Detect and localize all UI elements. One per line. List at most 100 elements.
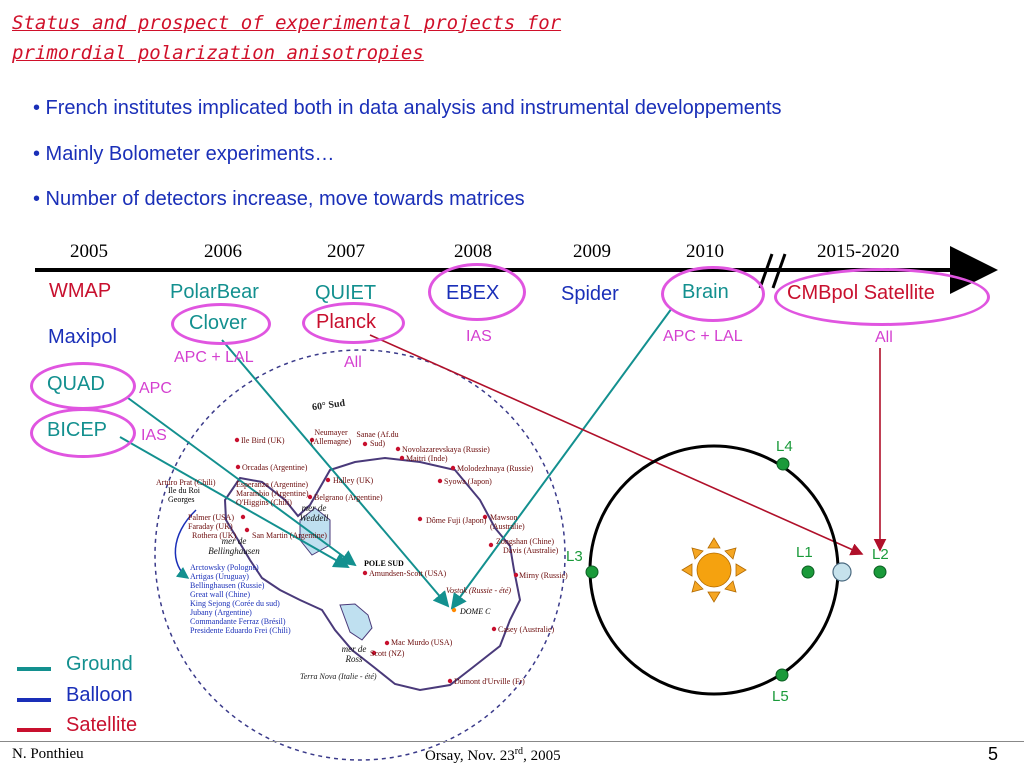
footer-author: N. Ponthieu <box>12 746 84 762</box>
legend-balloon-label: Balloon <box>66 684 133 706</box>
highlight-clover <box>171 303 271 345</box>
station-zongshan: Zongshan (Chine) <box>496 537 554 546</box>
station-terra-nova: Terra Nova (Italie - été) <box>300 672 377 681</box>
station-dome-fuji: Dôme Fuji (Japon) <box>426 516 487 525</box>
station-scott: Scott (NZ) <box>370 649 405 658</box>
bullet-1: • French institutes implicated both in d… <box>33 97 782 119</box>
station-faraday: Faraday (UK) <box>188 522 233 531</box>
year-2005: 2005 <box>70 241 108 262</box>
highlight-bicep <box>30 408 136 458</box>
station-molodezhnaya: Molodezhnaya (Russie) <box>457 464 534 473</box>
lagrange-orbit-diagram <box>585 444 887 696</box>
footer-date-pre: Orsay, Nov. 23 <box>425 748 515 764</box>
sun-icon <box>681 537 747 603</box>
station-neumayer: Neumayer (Allemagne) <box>310 428 352 446</box>
l1-point <box>801 565 815 579</box>
footer-divider <box>0 741 1024 742</box>
inst-cmbpol: All <box>875 329 893 346</box>
label-l5: L5 <box>772 688 789 705</box>
highlight-planck <box>302 302 405 344</box>
l4-point <box>776 457 790 471</box>
station-jubany: Jubany (Argentine) <box>190 608 252 617</box>
station-rothera: Rothera (UK) <box>192 531 237 540</box>
footer-place-date: Orsay, Nov. 23rd, 2005 <box>425 746 561 765</box>
slide-title: Status and prospect of experimental proj… <box>12 8 561 68</box>
inst-brain: APC + LAL <box>663 328 743 345</box>
legend-ground-swatch <box>17 667 51 671</box>
station-bellinghausen: Bellinghausen (Russie) <box>190 581 265 590</box>
label-bellingshausen: mer de Bellinghausen <box>208 536 260 556</box>
label-pole-sud: POLE SUD <box>364 559 404 568</box>
station-presidente-frei: Presidente Eduardo Frei (Chili) <box>190 626 291 635</box>
antarctica-map <box>154 349 566 761</box>
year-2007: 2007 <box>327 241 365 262</box>
timeline-axis <box>35 246 998 294</box>
station-novolazarevskaya: Novolazarevskaya (Russie) <box>402 445 490 454</box>
exp-quiet: QUIET <box>315 282 377 304</box>
inset-pointer <box>174 509 197 579</box>
ross-ice-shelf <box>339 603 373 641</box>
station-amundsen-scott: Amundsen-Scott (USA) <box>369 569 447 578</box>
station-mac-murdo: Mac Murdo (USA) <box>391 638 453 647</box>
station-sanae: Sanae (Af.du Sud) <box>356 430 399 448</box>
legend-satellite-swatch <box>17 728 51 732</box>
l5-point <box>775 668 789 682</box>
label-dome-c: DOME C <box>460 607 491 616</box>
year-2015-2020: 2015-2020 <box>817 241 900 262</box>
station-commandante-ferraz: Commandante Ferraz (Brésil) <box>190 617 286 626</box>
title-line-2: primordial polarization anisotropies <box>12 42 424 64</box>
station-mirny: Mirny (Russie) <box>519 571 568 580</box>
station-ohiggins: O'Higgins (Chili) <box>236 498 292 507</box>
station-vostok: Vostok (Russie - été) <box>446 586 512 595</box>
station-king-sejong: King Sejong (Corée du sud) <box>190 599 280 608</box>
highlight-quad <box>30 362 136 410</box>
highlight-brain <box>661 266 765 322</box>
l2-point <box>873 565 887 579</box>
station-maitri: Maitri (Inde) <box>406 454 448 463</box>
station-syowa: Syowa (Japon) <box>444 477 492 486</box>
label-ross: mer de Ross <box>341 644 367 664</box>
ground-arrows <box>119 307 673 610</box>
year-2010: 2010 <box>686 241 724 262</box>
inst-ebex: IAS <box>466 328 492 345</box>
station-mawson: Mawson (Australie) <box>490 513 525 531</box>
year-2006: 2006 <box>204 241 242 262</box>
label-l3: L3 <box>566 548 583 565</box>
station-davis: Davis (Australie) <box>503 546 559 555</box>
satellite-arrows <box>369 334 887 556</box>
highlight-cmbpol <box>774 268 990 326</box>
legend-balloon-swatch <box>17 698 51 702</box>
station-belgrano: Belgrano (Argentine) <box>314 493 383 502</box>
label-l2: L2 <box>872 546 889 563</box>
inst-planck: All <box>344 354 362 371</box>
antarctica-coastline <box>223 456 522 692</box>
latitude-circle <box>154 349 566 761</box>
station-arturo-prat: Arturo Prat (Chili) <box>156 478 216 487</box>
exp-maxipol: Maxipol <box>48 326 117 348</box>
station-esperanza: Esperanza (Argentine) <box>236 480 309 489</box>
label-l1: L1 <box>796 544 813 561</box>
station-great-wall: Great wall (Chine) <box>190 590 250 599</box>
label-weddell: mer de Weddell <box>299 503 329 523</box>
page-number: 5 <box>988 744 999 764</box>
footer-date-post: , 2005 <box>523 748 561 764</box>
inst-quad: APC <box>139 380 172 397</box>
inst-clover: APC + LAL <box>174 349 254 366</box>
label-l4: L4 <box>776 438 793 455</box>
legend-satellite-label: Satellite <box>66 714 138 736</box>
label-ile-du-roi: Ile du Roi Georges <box>168 486 200 504</box>
station-casey: Casey (Australie) <box>498 625 555 634</box>
station-orcadas: Orcadas (Argentine) <box>242 463 308 472</box>
station-dumont-durville: Dumont d'Urville (Fr) <box>454 677 525 686</box>
footer-date-sup: rd <box>514 746 524 757</box>
l3-point <box>585 565 599 579</box>
year-2009: 2009 <box>573 241 611 262</box>
exp-spider: Spider <box>561 283 619 305</box>
station-halley: Halley (UK) <box>333 476 374 485</box>
bullet-3: • Number of detectors increase, move tow… <box>33 188 525 210</box>
station-artigas: Artigas (Uruguay) <box>190 572 249 581</box>
year-2008: 2008 <box>454 241 492 262</box>
station-palmer: Palmer (USA) <box>188 513 234 522</box>
